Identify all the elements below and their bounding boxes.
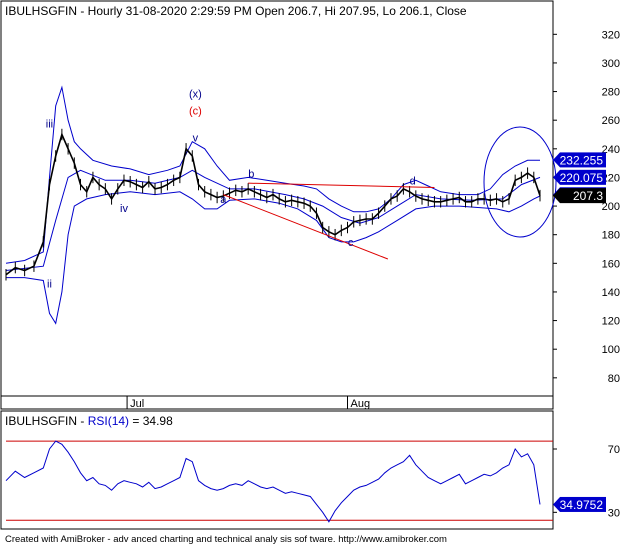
value-box-label: 207.3 <box>573 189 603 203</box>
rsi-line <box>5 440 541 523</box>
wave-label: (c) <box>189 105 202 117</box>
price-tick-label: 120 <box>602 316 620 328</box>
rsi-title: IBULHSGFIN - RSI(14) = 34.98 <box>5 414 173 428</box>
value-box-label: 34.9752 <box>560 498 604 512</box>
price-tick-label: 300 <box>602 58 620 70</box>
x-tick-label: Aug <box>351 398 371 410</box>
price-tick-label: 260 <box>602 115 620 127</box>
value-box <box>560 152 606 168</box>
value-box-pointer <box>553 188 560 204</box>
wave-label: v <box>193 133 199 145</box>
price-tick-label: 160 <box>602 258 620 270</box>
rsi-label: RSI(14) <box>88 414 129 428</box>
wave-label: c <box>348 237 354 249</box>
rsi-symbol: IBULHSGFIN <box>5 414 77 428</box>
value-box <box>560 188 606 204</box>
price-tick-label: 80 <box>608 373 620 385</box>
wave-label: iii <box>46 118 53 130</box>
trendlines <box>223 182 435 260</box>
value-box-pointer <box>553 496 560 512</box>
x-tick-label: Jul <box>130 398 144 410</box>
trend-upper <box>248 182 435 188</box>
rsi-value-boxes: 34.9752 <box>553 496 606 512</box>
band-middle <box>5 169 541 271</box>
price-tick-label: 220 <box>602 172 620 184</box>
rsi-ticks: 30 70 <box>6 440 620 521</box>
price-ticks: 80 100 120 140 160 180 200 220 240 260 280 300 320 Ju… <box>126 29 620 410</box>
rsi-value: = 34.98 <box>132 414 173 428</box>
rsi-tick-label: 30 <box>608 507 620 519</box>
wave-labels: iii iv ii (x) (c) v a b c d <box>46 88 416 290</box>
value-box <box>560 169 606 185</box>
band-upper <box>5 85 540 264</box>
price-pane-frame <box>0 0 554 410</box>
price-title: IBULHSGFIN - Hourly 31-08-2020 2:29:59 P… <box>5 4 467 18</box>
price-tick-label: 240 <box>602 144 620 156</box>
price-tick-label: 320 <box>602 29 620 41</box>
price-tick-label: 100 <box>602 344 620 356</box>
value-box <box>560 496 606 512</box>
price-tick-label: 280 <box>602 87 620 99</box>
wave-label: ii <box>47 279 52 291</box>
wave-label: b <box>248 168 254 180</box>
rsi-pane-frame <box>0 410 554 530</box>
wave-label: (x) <box>189 88 202 100</box>
value-box-label: 220.075 <box>560 171 604 185</box>
price-pane: IBULHSGFIN - Hourly 31-08-2020 2:29:59 P… <box>0 0 620 410</box>
highlight-ellipse <box>483 126 557 238</box>
footer-credit: Created with AmiBroker - adv anced chart… <box>5 534 447 545</box>
wave-label: iv <box>120 203 128 215</box>
value-box-pointer <box>553 169 560 185</box>
wave-label: a <box>220 194 227 206</box>
value-box-label: 232.255 <box>560 153 604 167</box>
price-tick-label: 140 <box>602 287 620 299</box>
rsi-sep: - <box>77 414 88 428</box>
price-tick-label: 200 <box>602 201 620 213</box>
trend-lower <box>223 194 389 260</box>
price-bars <box>5 128 541 281</box>
rsi-tick-label: 70 <box>608 444 620 456</box>
wave-label: d <box>410 176 416 188</box>
price-tick-label: 180 <box>602 230 620 242</box>
rsi-series-line <box>5 440 541 523</box>
rsi-pane: IBULHSGFIN - RSI(14) = 34.98 30 70 34.975… <box>0 410 620 530</box>
value-box-pointer <box>553 152 560 168</box>
